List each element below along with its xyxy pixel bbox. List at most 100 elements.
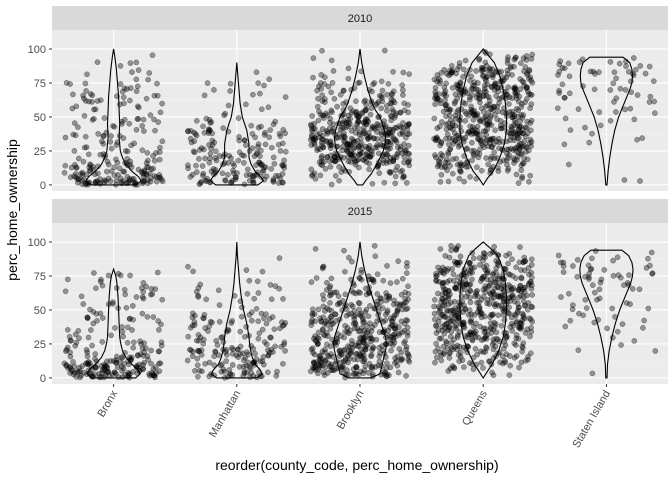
data-point xyxy=(367,147,374,154)
data-point xyxy=(366,143,373,149)
data-point xyxy=(483,63,490,69)
data-point xyxy=(110,300,116,307)
data-point xyxy=(480,349,487,355)
data-point xyxy=(220,125,227,131)
data-point xyxy=(270,121,277,128)
data-point xyxy=(357,327,363,334)
data-point xyxy=(227,80,234,87)
data-point xyxy=(222,177,229,184)
data-point xyxy=(470,112,477,118)
data-point xyxy=(399,131,406,137)
data-point xyxy=(444,131,451,138)
data-point xyxy=(73,339,80,346)
data-point xyxy=(368,338,375,345)
data-point xyxy=(432,348,439,355)
data-point xyxy=(486,301,493,307)
data-point xyxy=(127,85,134,91)
data-point xyxy=(387,364,394,371)
data-point xyxy=(486,358,492,365)
data-point xyxy=(70,371,77,378)
data-point xyxy=(467,123,473,130)
data-point xyxy=(325,352,331,359)
data-point xyxy=(522,143,529,150)
data-point xyxy=(213,337,220,344)
data-point xyxy=(355,119,361,125)
data-point xyxy=(487,324,494,331)
data-point xyxy=(128,164,135,170)
data-point xyxy=(363,151,370,158)
data-point xyxy=(159,296,166,303)
data-point xyxy=(641,317,647,324)
data-point xyxy=(322,99,328,105)
data-point xyxy=(357,334,363,341)
data-point xyxy=(117,359,123,365)
data-point xyxy=(516,364,522,371)
data-point xyxy=(344,140,351,147)
data-point xyxy=(320,144,327,151)
data-point xyxy=(379,87,386,94)
data-point xyxy=(488,136,495,143)
data-point xyxy=(403,180,410,186)
data-point xyxy=(384,157,391,164)
data-point xyxy=(130,368,136,375)
data-point xyxy=(480,72,487,79)
data-point xyxy=(371,135,377,142)
data-point xyxy=(474,309,481,315)
data-point xyxy=(248,317,255,324)
data-point xyxy=(402,295,408,302)
data-point xyxy=(446,355,453,361)
data-point xyxy=(589,282,596,288)
data-point xyxy=(480,257,486,264)
data-point xyxy=(102,372,109,379)
data-point xyxy=(317,315,323,322)
data-point xyxy=(120,333,126,340)
data-point xyxy=(391,136,398,143)
data-point xyxy=(309,310,316,317)
data-point xyxy=(80,158,87,165)
data-point xyxy=(159,100,165,107)
data-point xyxy=(87,360,93,367)
data-point xyxy=(133,126,140,133)
data-point xyxy=(555,72,561,78)
data-point xyxy=(316,159,323,165)
data-point xyxy=(330,320,336,327)
data-point xyxy=(342,291,349,298)
data-point xyxy=(623,300,630,306)
data-point xyxy=(637,178,643,184)
data-point xyxy=(256,159,263,166)
data-point xyxy=(365,129,372,136)
data-point xyxy=(339,143,346,150)
data-point xyxy=(362,143,369,150)
data-point xyxy=(454,66,461,73)
data-point xyxy=(432,85,439,91)
data-point xyxy=(384,91,390,98)
data-point xyxy=(198,347,205,353)
data-point xyxy=(198,179,204,185)
data-point xyxy=(212,348,219,355)
data-point xyxy=(121,168,128,175)
data-point xyxy=(141,349,148,356)
data-point xyxy=(263,173,270,180)
data-point xyxy=(526,75,532,82)
data-point xyxy=(589,130,595,137)
data-point xyxy=(523,53,530,59)
data-point xyxy=(518,359,525,366)
data-point xyxy=(397,109,404,116)
data-point xyxy=(528,117,535,124)
data-point xyxy=(491,149,498,156)
data-point xyxy=(133,88,140,95)
data-point xyxy=(374,291,381,297)
data-point xyxy=(342,138,349,145)
data-point xyxy=(140,295,147,302)
data-point xyxy=(341,130,347,136)
data-point xyxy=(390,127,396,133)
data-point xyxy=(465,112,472,119)
data-point xyxy=(273,173,279,179)
data-point xyxy=(99,370,106,376)
data-point xyxy=(282,130,289,137)
data-point xyxy=(453,246,460,253)
data-point xyxy=(343,119,349,126)
data-point xyxy=(518,140,525,147)
data-point xyxy=(484,102,491,108)
data-point xyxy=(518,112,525,118)
